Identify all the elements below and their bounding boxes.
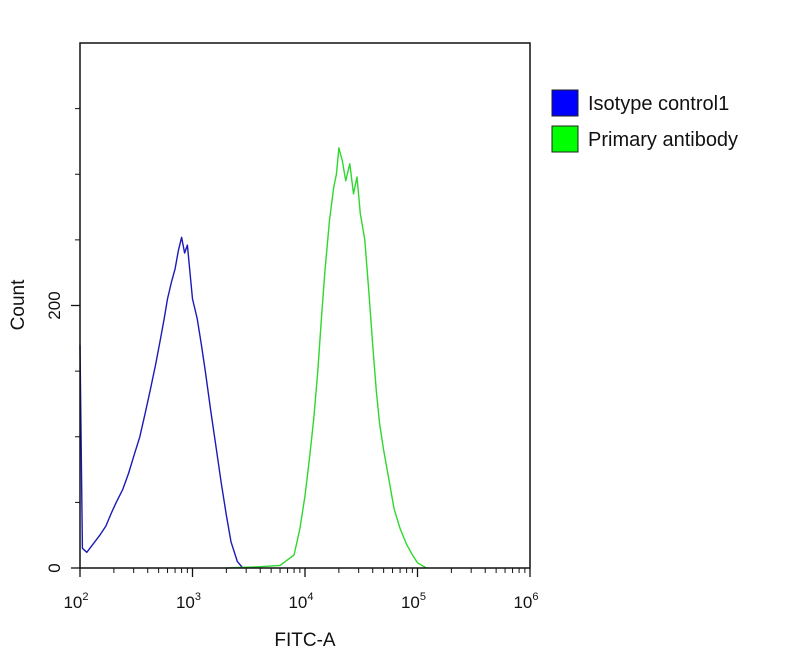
x-tick-label: 105 xyxy=(401,591,426,612)
y-tick-label: 0 xyxy=(45,563,64,572)
x-tick-label: 102 xyxy=(63,591,88,612)
legend-swatch-2 xyxy=(551,125,579,153)
x-tick-label: 106 xyxy=(513,591,538,612)
x-tick-label: 104 xyxy=(288,591,313,612)
legend-swatch-1 xyxy=(551,89,579,117)
x-axis: 102 103 104 105 106 xyxy=(63,568,539,612)
y-axis-title: Count xyxy=(8,279,29,330)
y-axis: 0 200 xyxy=(45,108,80,573)
legend-label-2: Primary antibody xyxy=(588,129,738,151)
series-line-2 xyxy=(226,147,427,569)
series-line-1 xyxy=(79,236,244,569)
legend: Isotype control1 Primary antibody xyxy=(551,89,738,153)
x-axis-title: FITC-A xyxy=(274,630,336,651)
x-tick-label: 103 xyxy=(176,591,201,612)
legend-label-1: Isotype control1 xyxy=(588,93,729,115)
series-layer xyxy=(79,147,427,569)
y-tick-label: 200 xyxy=(45,291,64,319)
